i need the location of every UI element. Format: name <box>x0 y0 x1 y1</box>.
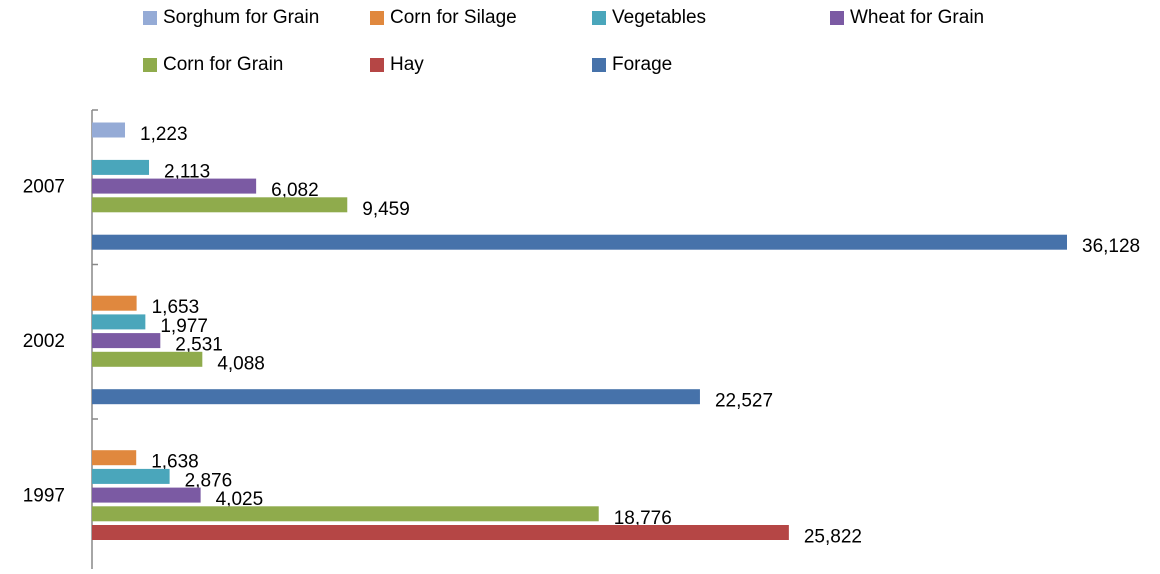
legend-swatch <box>370 58 384 72</box>
legend-label: Hay <box>390 54 424 75</box>
bar <box>92 525 789 540</box>
value-label: 4,025 <box>216 489 264 510</box>
value-label: 25,822 <box>804 527 862 548</box>
value-label: 6,082 <box>271 180 319 201</box>
value-label: 22,527 <box>715 391 773 412</box>
value-label: 2,113 <box>164 161 210 182</box>
value-label: 2,531 <box>175 335 223 356</box>
value-label: 1,977 <box>160 316 208 337</box>
y-tick-label: 2007 <box>23 176 65 197</box>
bar <box>92 333 161 349</box>
legend-swatch <box>143 58 157 72</box>
value-label: 36,128 <box>1082 236 1140 257</box>
bar <box>92 487 201 503</box>
bar <box>92 234 1067 250</box>
value-label: 2,876 <box>185 470 233 491</box>
value-label: 9,459 <box>362 199 410 220</box>
y-tick-label: 2002 <box>23 331 65 352</box>
legend-swatch <box>370 11 384 25</box>
bar <box>92 450 137 466</box>
value-label: 1,638 <box>151 452 199 473</box>
legend-label: Corn for Grain <box>163 54 283 75</box>
bar <box>92 506 599 522</box>
legend-swatch <box>592 11 606 25</box>
value-label: 4,088 <box>217 353 265 374</box>
bar <box>92 197 348 213</box>
legend-swatch <box>143 11 157 25</box>
bar <box>92 159 150 175</box>
value-label: 1,223 <box>140 124 188 145</box>
bar <box>92 178 257 194</box>
bar <box>92 314 146 330</box>
value-label: 1,653 <box>152 297 200 318</box>
legend-label: Vegetables <box>612 7 706 28</box>
value-label: 18,776 <box>614 508 672 529</box>
legend-label: Forage <box>612 54 672 75</box>
bar <box>92 295 137 311</box>
bar <box>92 351 203 367</box>
legend-label: Wheat for Grain <box>850 7 984 28</box>
legend-label: Sorghum for Grain <box>163 7 319 28</box>
legend-swatch <box>592 58 606 72</box>
legend-label: Corn for Silage <box>390 7 517 28</box>
y-tick-label: 1997 <box>23 485 65 506</box>
bar <box>92 389 700 405</box>
legend-swatch <box>830 11 844 25</box>
bar <box>92 468 170 484</box>
bar <box>92 122 126 138</box>
